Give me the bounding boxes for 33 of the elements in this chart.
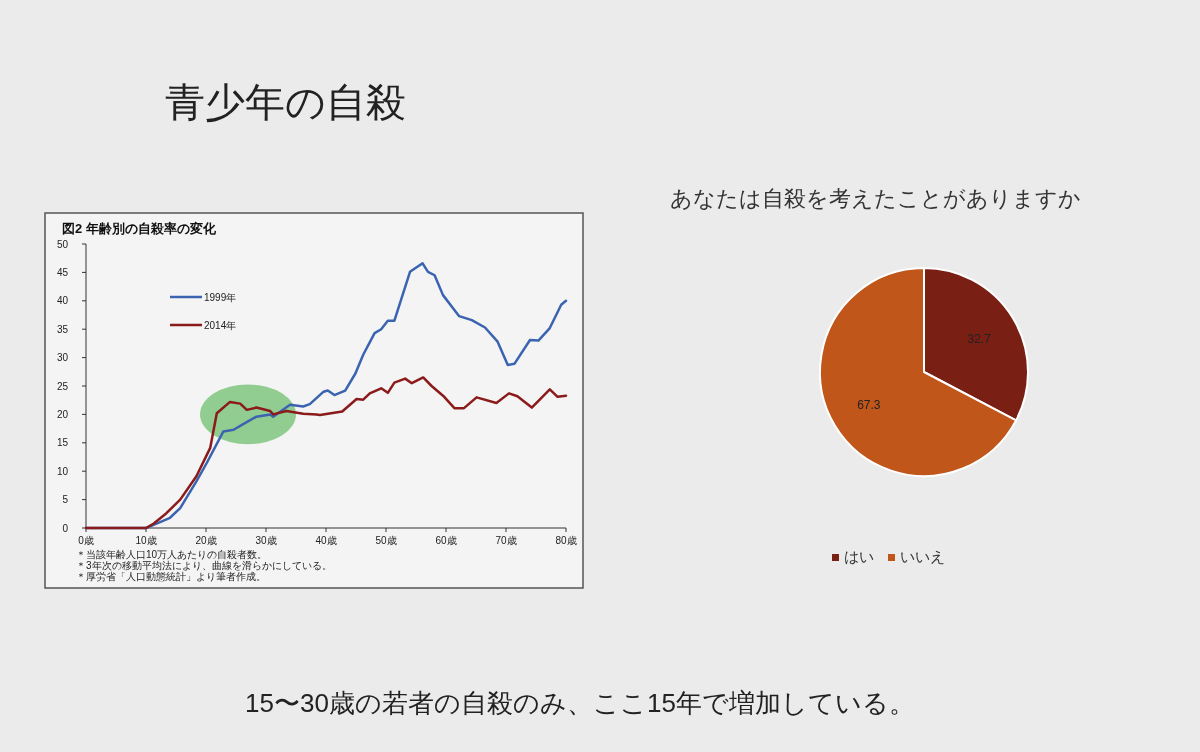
- legend-label: 2014年: [204, 320, 237, 331]
- y-tick-label: 35: [56, 323, 69, 335]
- x-tick-label: 20歳: [195, 535, 217, 546]
- x-tick-label: 80歳: [555, 535, 577, 546]
- x-tick-label: 0歳: [78, 535, 94, 546]
- y-tick-label: 0: [62, 522, 69, 534]
- legend-label: 1999年: [204, 292, 237, 303]
- chart-title: あなたは自殺を考えたことがありますか: [669, 186, 1081, 211]
- y-tick-label: 50: [56, 238, 69, 250]
- y-tick-label: 40: [56, 295, 69, 307]
- x-tick-label: 60歳: [435, 535, 457, 546]
- x-tick-label: 40歳: [315, 535, 337, 546]
- x-tick-label: 10歳: [135, 535, 157, 546]
- y-tick-label: 5: [62, 494, 69, 506]
- text: ＊厚労省「人口動態統計」より筆者作成。: [76, 571, 266, 582]
- data-label: 32.7: [967, 331, 992, 346]
- y-tick-label: 10: [56, 465, 69, 477]
- chart-title: 図2 年齢別の自殺率の変化: [62, 221, 217, 236]
- text: ＊当該年齢人口10万人あたりの自殺者数。: [76, 549, 268, 560]
- legend-label: はい: [844, 548, 874, 565]
- text: ＊3年次の移動平均法により、曲線を滑らかにしている。: [76, 560, 332, 571]
- data-label: 67.3: [857, 398, 881, 413]
- x-tick-label: 50歳: [375, 535, 397, 546]
- y-tick-label: 25: [56, 380, 69, 392]
- y-tick-label: 20: [56, 408, 69, 420]
- text: 15〜30歳の若者の自殺のみ、ここ15年で増加している。: [245, 688, 915, 718]
- y-tick-label: 30: [56, 352, 69, 364]
- x-tick-label: 30歳: [255, 535, 277, 546]
- y-tick-label: 15: [56, 437, 69, 449]
- y-tick-label: 45: [56, 266, 69, 278]
- text: 青少年の自殺: [165, 80, 406, 124]
- x-tick-label: 70歳: [495, 535, 517, 546]
- legend-label: いいえ: [900, 548, 945, 565]
